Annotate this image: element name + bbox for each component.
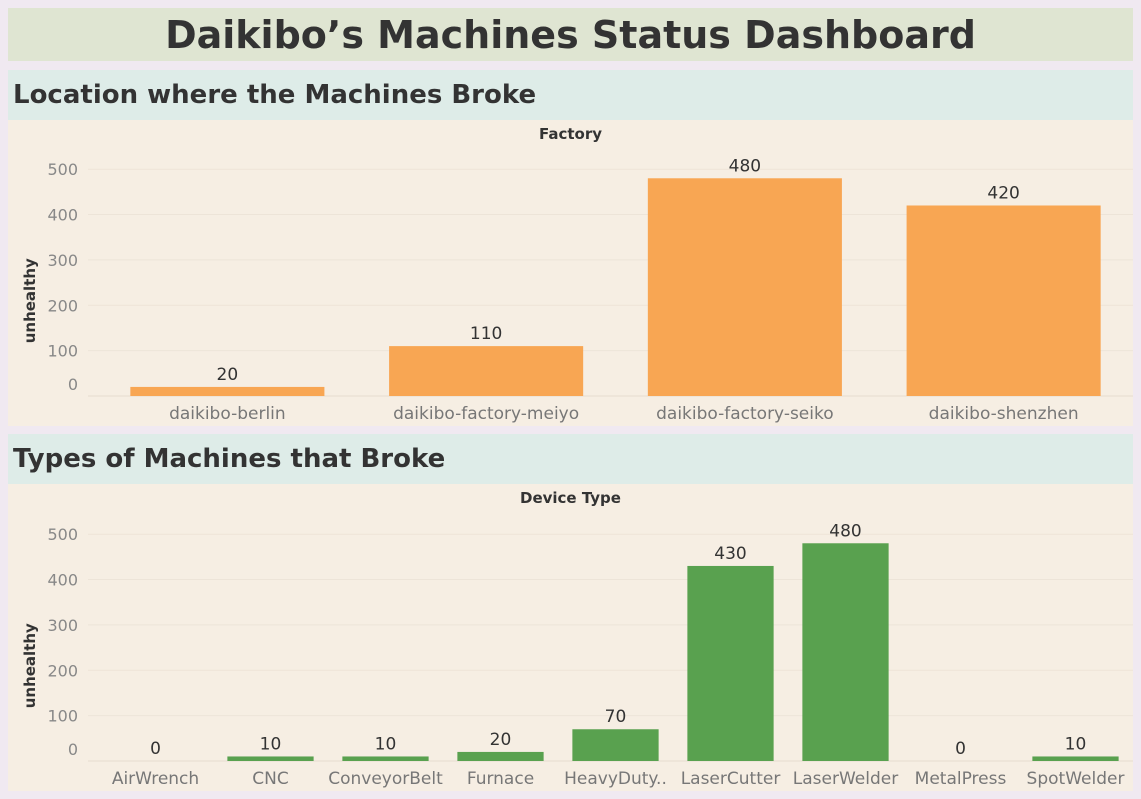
x-category-label: MetalPress xyxy=(915,769,1007,789)
x-category-label: daikibo-berlin xyxy=(169,404,286,424)
x-category-label: daikibo-factory-meiyo xyxy=(393,404,579,424)
y-tick-label: 300 xyxy=(47,251,78,270)
bar-value-label: 110 xyxy=(470,324,502,344)
bar-value-label: 10 xyxy=(375,734,397,754)
device-bar[interactable] xyxy=(1032,756,1119,761)
x-category-label: CNC xyxy=(252,769,288,789)
factory-bar[interactable] xyxy=(647,178,842,396)
device-bar[interactable] xyxy=(342,756,429,761)
device-bar[interactable] xyxy=(572,729,659,761)
y-tick-label: 300 xyxy=(47,616,78,635)
x-category-label: HeavyDuty.. xyxy=(564,769,667,789)
y-tick-label: 500 xyxy=(47,160,78,179)
x-category-label: LaserWelder xyxy=(793,769,898,789)
y-tick-label: 100 xyxy=(47,342,78,361)
factory-bar-chart: Factory unhealthy 0 100 200 300 400 500 20 daikib… xyxy=(21,125,1133,424)
y-tick-label: 0 xyxy=(68,740,78,759)
y-tick-label: 400 xyxy=(47,206,78,225)
x-category-label: ConveyorBelt xyxy=(328,769,443,789)
device-bar[interactable] xyxy=(227,756,314,761)
bar-value-label: 0 xyxy=(955,739,966,759)
x-category-label: LaserCutter xyxy=(681,769,781,789)
y-axis-title: unhealthy xyxy=(21,258,39,343)
y-tick-label: 500 xyxy=(47,525,78,544)
x-category-label: daikibo-shenzhen xyxy=(929,404,1079,424)
device-bar[interactable] xyxy=(802,543,889,761)
y-tick-label: 200 xyxy=(47,296,78,315)
device-section-header: Types of Machines that Broke xyxy=(8,434,1133,484)
device-bar[interactable] xyxy=(687,565,774,761)
bar-value-label: 480 xyxy=(729,156,761,176)
factory-bar[interactable] xyxy=(389,346,584,396)
y-tick-label: 100 xyxy=(47,707,78,726)
chart-title: Factory xyxy=(539,125,602,143)
device-bar[interactable] xyxy=(457,751,544,761)
bar-value-label: 20 xyxy=(490,730,512,750)
bar-value-label: 10 xyxy=(260,734,282,754)
chart-title: Device Type xyxy=(520,489,621,507)
x-category-label: daikibo-factory-seiko xyxy=(656,404,834,424)
y-tick-label: 0 xyxy=(68,375,78,394)
factory-bar[interactable] xyxy=(906,205,1101,396)
bar-value-label: 20 xyxy=(217,365,239,385)
x-category-label: Furnace xyxy=(467,769,534,789)
dashboard-title: Daikibo’s Machines Status Dashboard xyxy=(8,8,1133,61)
y-axis-title: unhealthy xyxy=(21,623,39,708)
bar-value-label: 0 xyxy=(150,739,161,759)
factory-section-header: Location where the Machines Broke xyxy=(8,70,1133,120)
bar-value-label: 430 xyxy=(714,544,746,564)
device-type-bar-chart: Device Typeunhealthy01002003004005000Air… xyxy=(21,489,1133,789)
bar-value-label: 10 xyxy=(1065,734,1087,754)
bar-value-label: 70 xyxy=(605,707,627,727)
x-category-label: SpotWelder xyxy=(1027,769,1125,789)
y-tick-label: 200 xyxy=(47,661,78,680)
bar-value-label: 480 xyxy=(829,521,861,541)
factory-chart-panel: Factory unhealthy 0 100 200 300 400 500 20 daikib… xyxy=(8,120,1133,426)
x-category-label: AirWrench xyxy=(112,769,199,789)
device-chart-panel: Device Type unhealthy 0 100 200 300 400 500 0 Air… xyxy=(8,484,1133,791)
factory-bar[interactable] xyxy=(130,386,325,396)
y-tick-label: 400 xyxy=(47,571,78,590)
bar-value-label: 420 xyxy=(987,183,1019,203)
